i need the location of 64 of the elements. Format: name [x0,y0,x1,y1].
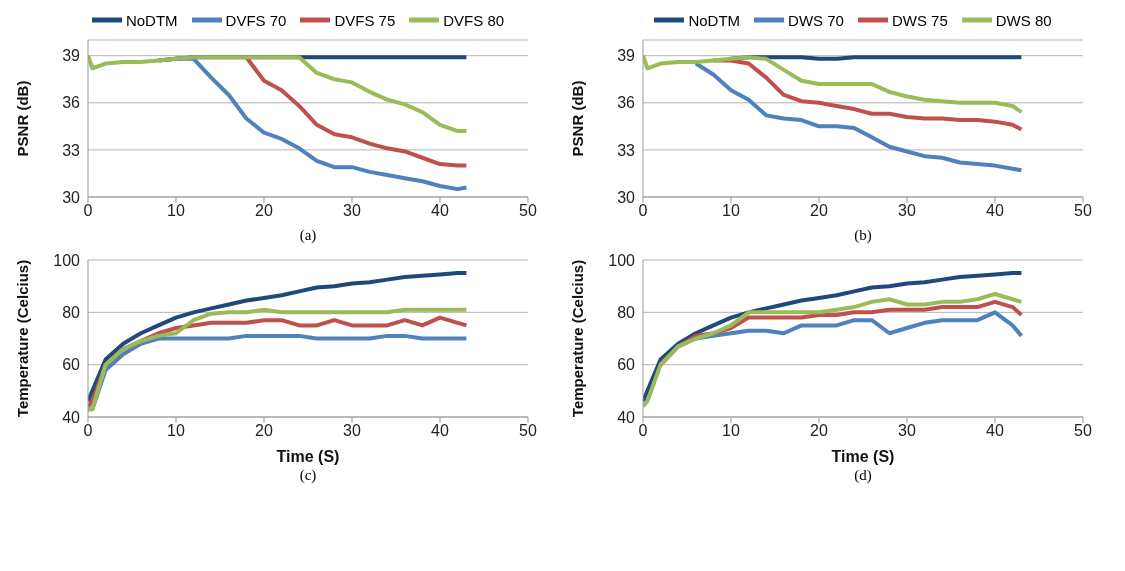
y-axis-title: PSNR (dB) [14,80,32,157]
legend-label: NoDTM [125,11,178,29]
y-axis-title: PSNR (dB) [569,80,587,157]
x-tick-label: 50 [1074,422,1092,440]
x-tick-label: 30 [343,202,361,220]
y-tick-label: 100 [608,251,636,269]
line-series [88,53,469,134]
y-tick-label: 33 [617,141,636,159]
line-series [693,61,1024,173]
x-axis-title: Time (S) [831,448,895,465]
x-tick-label: 30 [343,422,361,440]
x-tick-label: 10 [167,422,185,440]
x-tick-label: 10 [167,202,185,220]
x-tick-label: 0 [638,422,648,440]
x-tick-label: 40 [986,422,1004,440]
y-tick-label: 60 [62,356,81,374]
y-tick-label: 39 [617,47,636,65]
y-tick-label: 33 [62,141,81,159]
x-tick-label: 50 [519,422,537,440]
x-tick-label: 10 [722,202,740,220]
legend-label: DVFS 70 [225,11,287,29]
x-tick-label: 50 [1074,202,1092,220]
x-tick-label: 0 [83,202,93,220]
y-axis-title: Temperature (Celcius) [14,259,32,418]
line-series [643,292,1024,409]
legend-label: DWS 75 [891,11,948,29]
x-tick-label: 20 [810,422,828,440]
legend-label: DVFS 75 [334,11,396,29]
line-series [643,53,1024,115]
y-tick-label: 80 [617,304,636,322]
x-axis-title: Time (S) [276,448,340,465]
y-tick-label: 39 [62,47,81,65]
legend-label: NoDTM [688,11,741,29]
x-tick-label: 30 [898,422,916,440]
text: (d) [853,467,873,484]
y-tick-label: 80 [62,304,81,322]
legend-label: DVFS 80 [443,11,505,29]
y-tick-label: 100 [53,251,81,269]
y-tick-label: 40 [62,408,81,426]
y-tick-label: 60 [617,356,636,374]
x-tick-label: 20 [255,202,273,220]
line-series [88,271,469,404]
text: (b) [853,227,873,244]
x-tick-label: 20 [810,202,828,220]
x-tick-label: 50 [519,202,537,220]
legend-label: DWS 70 [788,11,844,29]
y-tick-label: 36 [617,94,636,112]
x-tick-label: 0 [638,202,648,220]
legend-label: DWS 80 [995,11,1052,29]
y-tick-label: 36 [62,94,81,112]
y-tick-label: 40 [617,408,636,426]
text: (c) [298,467,318,484]
x-tick-label: 40 [986,202,1004,220]
y-tick-label: 30 [62,188,81,206]
x-tick-label: 40 [431,422,449,440]
x-tick-label: 20 [255,422,273,440]
x-tick-label: 0 [83,422,93,440]
text: (a) [298,227,318,244]
y-axis-title: Temperature (Celcius) [569,259,587,418]
y-tick-label: 30 [617,188,636,206]
x-tick-label: 30 [898,202,916,220]
line-series [643,271,1024,404]
x-tick-label: 10 [722,422,740,440]
x-tick-label: 40 [431,202,449,220]
